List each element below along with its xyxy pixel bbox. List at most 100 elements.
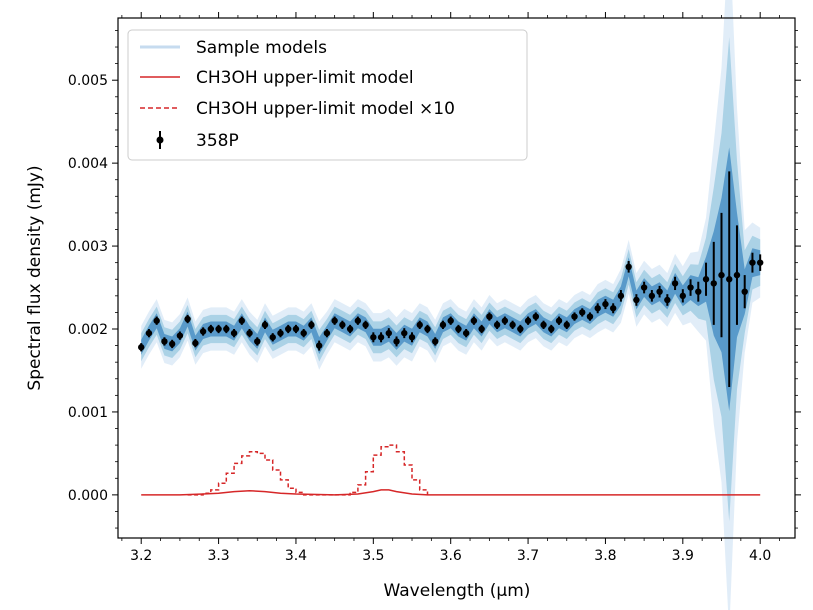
- data-point: [455, 325, 462, 333]
- data-point: [323, 329, 331, 337]
- data-point: [609, 305, 617, 312]
- data-point: [254, 338, 261, 345]
- data-point: [285, 325, 292, 333]
- x-axis-label: Wavelength (μm): [384, 581, 531, 601]
- data-point: [138, 344, 145, 351]
- data-point: [710, 280, 717, 287]
- data-point: [153, 317, 160, 324]
- data-point: [470, 317, 478, 324]
- data-point: [168, 340, 176, 348]
- data-point: [424, 325, 431, 333]
- data-point: [462, 329, 470, 337]
- data-point: [486, 313, 493, 320]
- legend: Sample models CH3OH upper-limit model CH…: [127, 29, 528, 161]
- x-tick-label: 3.9: [672, 548, 694, 564]
- data-point: [447, 317, 454, 324]
- data-point: [401, 329, 408, 337]
- y-tick-label: 0.003: [68, 239, 108, 255]
- data-point: [633, 296, 640, 304]
- y-tick-label: 0.005: [68, 73, 108, 89]
- data-point: [439, 321, 447, 329]
- data-point: [308, 321, 315, 329]
- legend-label-model: CH3OH upper-limit model: [196, 68, 414, 88]
- data-point: [733, 271, 741, 279]
- data-point: [207, 325, 215, 333]
- data-point: [432, 338, 439, 345]
- data-point: [339, 321, 346, 329]
- data-point: [385, 329, 392, 337]
- data-point: [648, 292, 656, 300]
- data-point: [579, 309, 586, 316]
- data-point: [617, 292, 625, 300]
- x-tick-label: 4.0: [749, 548, 771, 564]
- data-point: [540, 321, 547, 329]
- data-point: [749, 259, 756, 266]
- data-point: [493, 321, 501, 329]
- data-point: [563, 321, 570, 329]
- data-point: [416, 321, 423, 329]
- data-points: [138, 171, 764, 388]
- legend-swatch-point: [156, 136, 164, 144]
- data-point: [517, 325, 524, 333]
- y-tick-label: 0.004: [68, 156, 108, 172]
- data-point: [664, 296, 671, 304]
- x-tick-label: 3.3: [207, 548, 229, 564]
- data-point: [377, 334, 385, 341]
- data-point: [362, 321, 369, 329]
- data-point: [370, 334, 377, 341]
- plot-frame: [117, 17, 796, 539]
- data-point: [741, 288, 748, 295]
- ch3oh-model-x10-line: [187, 444, 429, 496]
- data-point: [671, 280, 679, 287]
- data-point: [586, 313, 594, 320]
- data-point: [524, 317, 532, 324]
- data-point: [292, 325, 300, 333]
- x-tick-label: 3.5: [362, 548, 384, 564]
- data-point: [408, 334, 416, 341]
- data-point: [277, 329, 284, 337]
- data-point: [501, 317, 509, 324]
- legend-label-model-x10: CH3OH upper-limit model ×10: [196, 99, 455, 119]
- data-point: [199, 328, 207, 335]
- x-tick-label: 3.4: [285, 548, 307, 564]
- data-point: [478, 325, 485, 333]
- x-tick-label: 3.7: [517, 548, 539, 564]
- data-point: [300, 329, 307, 337]
- data-point: [571, 313, 578, 320]
- y-tick-label: 0.000: [68, 488, 108, 504]
- data-point: [509, 321, 516, 329]
- data-point: [223, 325, 230, 333]
- data-point: [393, 338, 400, 345]
- data-point: [656, 288, 663, 295]
- data-point: [594, 305, 601, 312]
- x-tick-label: 3.2: [130, 548, 152, 564]
- x-tick-label: 3.8: [594, 548, 616, 564]
- data-point: [346, 325, 354, 333]
- data-point: [315, 342, 323, 349]
- data-point: [269, 334, 276, 341]
- data-point: [238, 317, 245, 324]
- data-point: [718, 271, 725, 279]
- data-point: [145, 329, 153, 337]
- data-point: [640, 284, 648, 291]
- data-point: [726, 276, 733, 283]
- data-point: [687, 284, 694, 291]
- data-point: [625, 263, 632, 271]
- data-point: [702, 276, 710, 283]
- x-tick-label: 3.6: [440, 548, 462, 564]
- data-point: [555, 317, 563, 324]
- data-point: [331, 317, 338, 324]
- legend-box: [127, 29, 528, 161]
- y-axis-label: Spectral flux density (mJy): [25, 165, 45, 390]
- model-lines: [141, 444, 761, 496]
- y-tick-label: 0.001: [68, 405, 108, 421]
- data-point: [695, 288, 702, 295]
- legend-label-358p: 358P: [196, 131, 239, 151]
- y-tick-label: 0.002: [68, 322, 108, 338]
- data-point: [192, 339, 199, 347]
- data-point: [176, 332, 184, 339]
- data-point: [602, 300, 609, 308]
- data-point: [532, 313, 540, 320]
- data-point: [184, 315, 191, 323]
